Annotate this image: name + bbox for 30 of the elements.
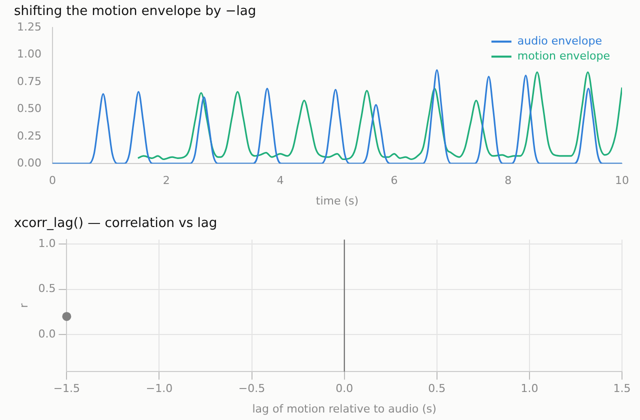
- x-axis-title: lag of motion relative to audio (s): [252, 402, 436, 416]
- y-tick-label: 1.25: [16, 20, 42, 34]
- y-tick-label: 0.50: [16, 102, 42, 116]
- y-axis-title: r: [17, 302, 30, 308]
- chart-title: shifting the motion envelope by −lag: [14, 4, 256, 20]
- y-tick-label: 0.0: [38, 327, 56, 340]
- y-tick-label: 1.0: [38, 236, 56, 250]
- y-tick-label: 0.5: [38, 282, 56, 296]
- legend-label: audio envelope: [517, 34, 602, 48]
- y-tick-label: 0.00: [16, 156, 42, 170]
- x-tick-label: −1.5: [53, 382, 80, 396]
- x-tick-label: 2: [162, 174, 170, 188]
- y-tick-label: 0.75: [16, 74, 42, 88]
- x-axis-title: time (s): [316, 194, 359, 208]
- x-tick-label: 10: [615, 174, 629, 188]
- x-tick-label: 0: [48, 174, 56, 188]
- line-series: [137, 71, 622, 160]
- y-tick-label: 1.00: [16, 48, 42, 61]
- x-tick-label: −1.0: [146, 382, 173, 396]
- legend-label: motion envelope: [517, 49, 610, 62]
- x-tick-label: 8: [504, 174, 512, 188]
- x-tick-label: 1.0: [520, 382, 538, 396]
- y-tick-label: 0.25: [16, 129, 42, 142]
- x-tick-label: 6: [390, 174, 398, 188]
- x-tick-label: 1.5: [613, 382, 631, 396]
- x-tick-label: −0.5: [238, 382, 266, 396]
- chart-title: xcorr_lag() — correlation vs lag: [14, 216, 218, 232]
- x-tick-label: 0.0: [336, 382, 354, 396]
- x-tick-label: 4: [276, 174, 284, 188]
- x-tick-label: 0.5: [428, 382, 446, 396]
